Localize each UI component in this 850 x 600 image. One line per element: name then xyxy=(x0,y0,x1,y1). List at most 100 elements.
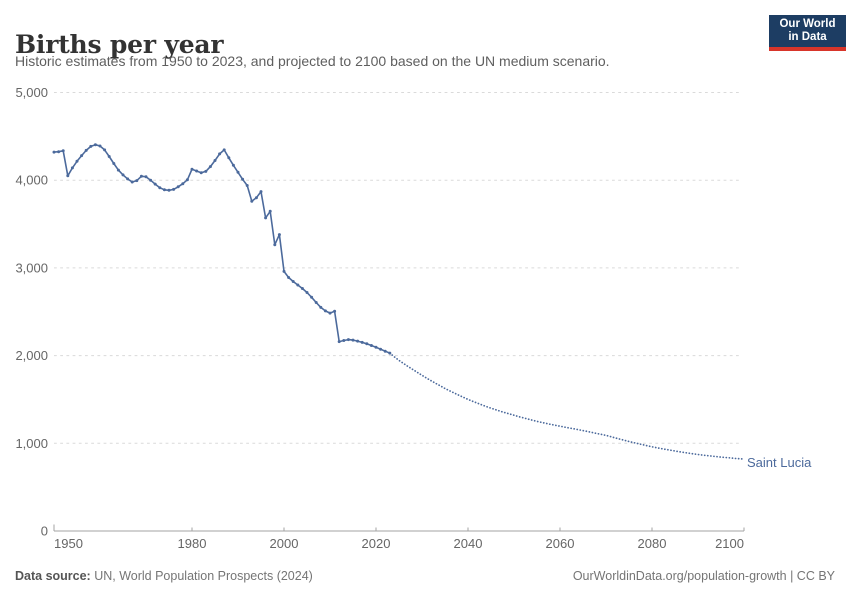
data-point-marker xyxy=(305,291,309,294)
data-point-marker xyxy=(282,269,286,273)
x-tick-label: 1980 xyxy=(178,536,207,551)
data-point-marker xyxy=(162,188,166,192)
data-point-marker xyxy=(245,184,249,187)
data-point-marker xyxy=(153,182,157,186)
data-point-marker xyxy=(241,177,245,181)
y-tick-label: 2,000 xyxy=(15,348,48,363)
x-tick-label: 2020 xyxy=(362,536,391,551)
data-point-marker xyxy=(135,179,139,183)
owid-logo: Our World in Data xyxy=(769,15,846,51)
data-point-marker xyxy=(144,175,148,179)
data-point-marker xyxy=(190,167,194,171)
y-tick-label: 4,000 xyxy=(15,173,48,188)
data-point-marker xyxy=(80,154,84,158)
data-point-marker xyxy=(296,283,300,287)
data-point-marker xyxy=(89,144,93,148)
data-point-marker xyxy=(365,342,369,346)
data-point-marker xyxy=(328,311,332,315)
data-point-marker xyxy=(379,347,383,351)
data-point-marker xyxy=(264,216,268,220)
data-point-marker xyxy=(98,144,102,148)
data-source-label: Data source: xyxy=(15,569,91,583)
data-point-marker xyxy=(323,309,327,313)
projection-line xyxy=(388,352,745,460)
x-tick-label: 2040 xyxy=(454,536,483,551)
data-point-marker xyxy=(172,187,176,191)
data-point-marker xyxy=(84,148,88,152)
data-point-marker xyxy=(149,178,153,182)
data-point-marker xyxy=(70,166,74,170)
data-point-marker xyxy=(374,345,378,349)
data-point-marker xyxy=(222,148,226,152)
data-point-marker xyxy=(116,168,120,172)
data-source-text: UN, World Population Prospects (2024) xyxy=(90,569,313,583)
data-source-line: Data source: UN, World Population Prospe… xyxy=(15,569,313,583)
data-point-marker xyxy=(268,209,272,213)
owid-logo-line1: Our World xyxy=(779,18,836,30)
x-tick-label: 2100 xyxy=(715,536,744,551)
license-credit: OurWorldinData.org/population-growth | C… xyxy=(572,569,835,583)
data-point-marker xyxy=(61,149,65,153)
data-point-marker xyxy=(66,174,70,178)
data-point-marker xyxy=(300,287,304,290)
data-point-marker xyxy=(333,309,337,313)
chart-plot-area: 0 1,000 2,000 3,000 4,000 5,000 1950 1980 2000 20… xyxy=(15,85,745,551)
data-point-marker xyxy=(250,199,254,203)
data-point-marker xyxy=(213,159,217,162)
data-point-marker xyxy=(52,150,56,154)
data-point-marker xyxy=(314,301,318,304)
data-point-marker xyxy=(277,233,281,237)
data-point-marker xyxy=(369,344,373,347)
owid-logo-line2: in Data xyxy=(788,31,827,43)
historic-line xyxy=(53,143,391,354)
y-tick-label: 0 xyxy=(41,524,48,539)
data-point-marker xyxy=(291,280,295,283)
x-tick-label: 2060 xyxy=(546,536,575,551)
data-point-marker xyxy=(360,340,364,344)
y-tick-label: 5,000 xyxy=(15,85,48,100)
data-point-marker xyxy=(185,178,189,182)
data-point-marker xyxy=(346,338,350,342)
data-point-marker xyxy=(195,169,199,173)
data-point-marker xyxy=(57,150,61,154)
data-point-marker xyxy=(121,173,125,177)
data-point-marker xyxy=(227,156,231,160)
data-point-marker xyxy=(383,349,387,353)
data-point-marker xyxy=(254,196,258,200)
x-tick-label: 2080 xyxy=(638,536,667,551)
data-point-marker xyxy=(167,188,171,192)
data-point-marker xyxy=(176,185,180,189)
data-point-marker xyxy=(351,338,355,342)
data-point-marker xyxy=(337,340,341,344)
chart-footer: Data source: UN, World Population Prospe… xyxy=(15,569,835,583)
data-point-marker xyxy=(319,305,323,309)
data-point-marker xyxy=(236,170,240,174)
chart-subtitle: Historic estimates from 1950 to 2023, an… xyxy=(15,53,610,69)
data-point-marker xyxy=(259,190,263,194)
data-point-marker xyxy=(342,339,346,342)
data-point-marker xyxy=(208,165,212,169)
data-point-marker xyxy=(199,171,203,175)
data-point-marker xyxy=(126,177,130,181)
data-point-marker xyxy=(231,163,235,167)
data-point-marker xyxy=(112,162,116,165)
x-tick-label: 2000 xyxy=(270,536,299,551)
data-point-marker xyxy=(93,143,97,147)
data-point-marker xyxy=(107,155,111,158)
series-entity-label: Saint Lucia xyxy=(747,455,812,470)
data-point-marker xyxy=(130,180,134,184)
data-point-marker xyxy=(75,159,79,163)
data-point-marker xyxy=(310,295,314,299)
data-point-marker xyxy=(356,339,360,343)
data-point-marker xyxy=(103,148,107,152)
y-tick-label: 3,000 xyxy=(15,260,48,275)
page-title: Births per year xyxy=(15,29,224,59)
x-tick-label: 1950 xyxy=(54,536,83,551)
data-point-marker xyxy=(181,182,185,186)
data-point-marker xyxy=(204,169,208,173)
data-point-marker xyxy=(139,174,143,178)
data-point-marker xyxy=(273,243,277,247)
data-point-marker xyxy=(287,276,291,279)
data-point-marker xyxy=(218,152,222,156)
